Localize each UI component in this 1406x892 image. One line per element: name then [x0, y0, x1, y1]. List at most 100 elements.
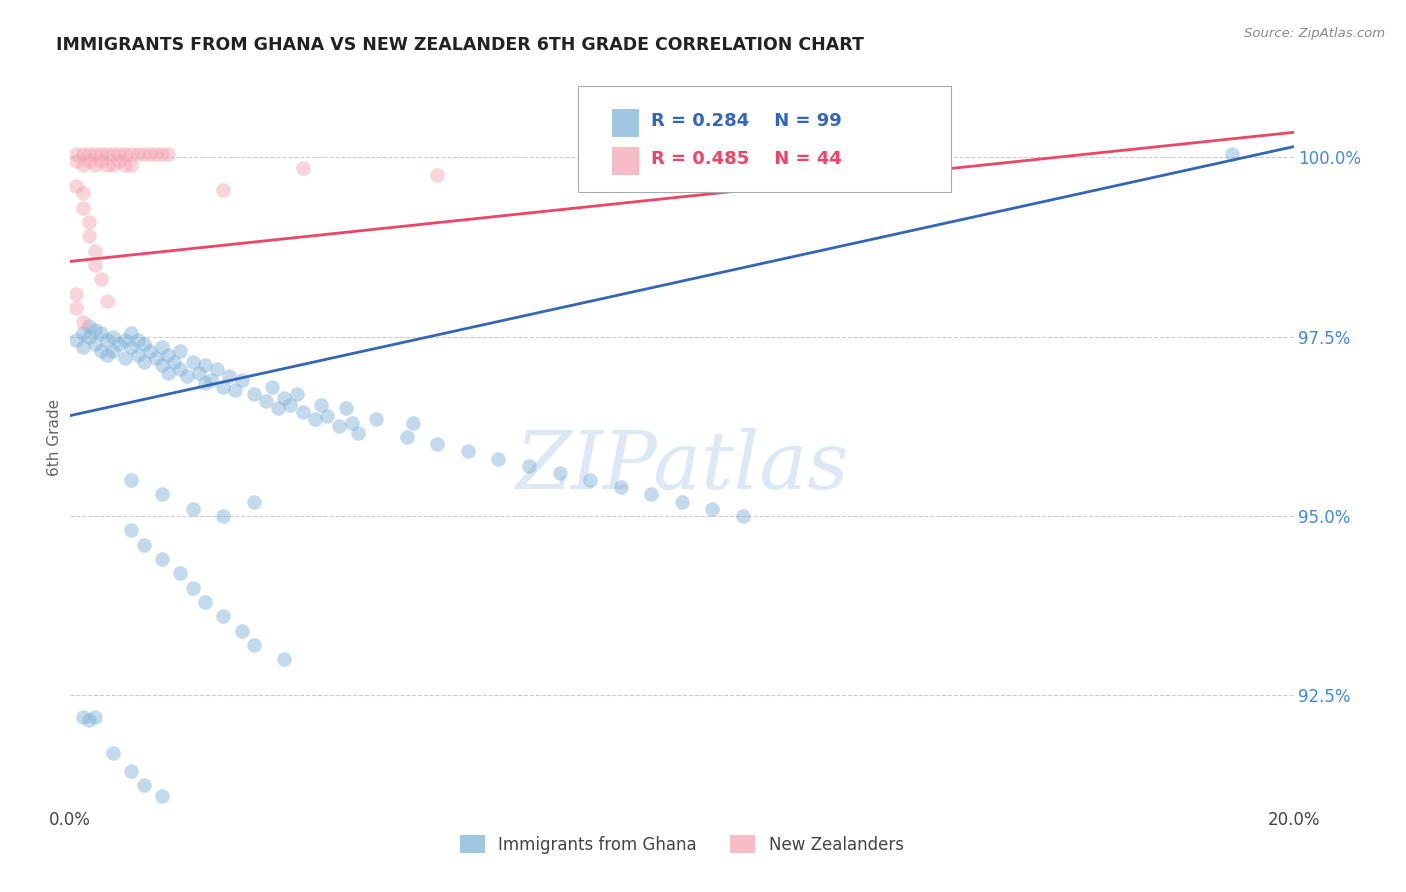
- Point: [132, 778, 155, 792]
- Point: [488, 451, 510, 466]
- Point: [187, 366, 209, 380]
- Point: [169, 344, 191, 359]
- Point: [72, 186, 94, 201]
- Point: [90, 153, 112, 168]
- Point: [262, 380, 284, 394]
- Point: [72, 158, 94, 172]
- Point: [65, 333, 87, 347]
- Point: [304, 412, 326, 426]
- Point: [83, 158, 105, 172]
- Point: [366, 412, 388, 426]
- Point: [132, 355, 155, 369]
- Point: [72, 326, 94, 340]
- Point: [150, 789, 173, 803]
- Point: [83, 146, 105, 161]
- Point: [121, 341, 143, 355]
- Point: [101, 158, 124, 172]
- Point: [127, 146, 149, 161]
- Point: [181, 501, 204, 516]
- FancyBboxPatch shape: [612, 109, 640, 136]
- Point: [121, 524, 143, 538]
- Point: [273, 652, 295, 666]
- Legend: Immigrants from Ghana, New Zealanders: Immigrants from Ghana, New Zealanders: [453, 829, 911, 860]
- Text: IMMIGRANTS FROM GHANA VS NEW ZEALANDER 6TH GRADE CORRELATION CHART: IMMIGRANTS FROM GHANA VS NEW ZEALANDER 6…: [56, 36, 865, 54]
- Point: [243, 494, 266, 508]
- Point: [101, 344, 124, 359]
- Point: [733, 508, 755, 523]
- Point: [77, 146, 100, 161]
- Text: R = 0.284    N = 99: R = 0.284 N = 99: [651, 112, 842, 129]
- Point: [579, 473, 602, 487]
- Point: [65, 153, 87, 168]
- Point: [426, 437, 449, 451]
- Point: [340, 416, 363, 430]
- Point: [243, 387, 266, 401]
- Text: ZIPatlas: ZIPatlas: [515, 427, 849, 505]
- Point: [96, 158, 118, 172]
- Point: [273, 391, 295, 405]
- Point: [65, 301, 87, 315]
- Point: [291, 405, 314, 419]
- Point: [83, 710, 105, 724]
- Point: [108, 153, 131, 168]
- Point: [114, 146, 136, 161]
- Point: [65, 179, 87, 194]
- Point: [90, 272, 112, 286]
- Point: [702, 501, 724, 516]
- Point: [169, 362, 191, 376]
- Point: [127, 348, 149, 362]
- FancyBboxPatch shape: [612, 147, 640, 175]
- Point: [139, 344, 162, 359]
- Point: [114, 351, 136, 366]
- Point: [83, 322, 105, 336]
- Point: [96, 333, 118, 347]
- Point: [83, 244, 105, 258]
- Point: [150, 359, 173, 373]
- Point: [309, 398, 332, 412]
- Point: [205, 362, 228, 376]
- Point: [121, 146, 143, 161]
- Point: [169, 566, 191, 581]
- Point: [231, 373, 253, 387]
- Point: [77, 229, 100, 244]
- Point: [346, 426, 368, 441]
- Point: [328, 419, 350, 434]
- Point: [212, 380, 235, 394]
- Point: [90, 344, 112, 359]
- Point: [457, 444, 479, 458]
- Point: [121, 326, 143, 340]
- Point: [114, 158, 136, 172]
- Point: [291, 161, 314, 176]
- Point: [72, 201, 94, 215]
- Point: [212, 183, 235, 197]
- Text: R = 0.485    N = 44: R = 0.485 N = 44: [651, 150, 842, 168]
- Point: [114, 333, 136, 347]
- Point: [243, 638, 266, 652]
- Point: [316, 409, 339, 423]
- Point: [83, 258, 105, 272]
- Point: [157, 348, 180, 362]
- Point: [194, 376, 217, 391]
- Point: [150, 487, 173, 501]
- Point: [77, 215, 100, 229]
- Point: [231, 624, 253, 638]
- Point: [254, 394, 277, 409]
- Y-axis label: 6th Grade: 6th Grade: [46, 399, 62, 475]
- Point: [267, 401, 290, 416]
- Point: [145, 146, 167, 161]
- Point: [224, 384, 246, 398]
- Point: [96, 293, 118, 308]
- Point: [855, 146, 877, 161]
- Point: [65, 146, 87, 161]
- Point: [101, 746, 124, 760]
- Point: [212, 508, 235, 523]
- Point: [72, 146, 94, 161]
- Point: [176, 369, 198, 384]
- Point: [145, 351, 167, 366]
- Point: [121, 158, 143, 172]
- Point: [150, 341, 173, 355]
- Point: [90, 146, 112, 161]
- Point: [426, 169, 449, 183]
- Point: [132, 336, 155, 351]
- Point: [101, 146, 124, 161]
